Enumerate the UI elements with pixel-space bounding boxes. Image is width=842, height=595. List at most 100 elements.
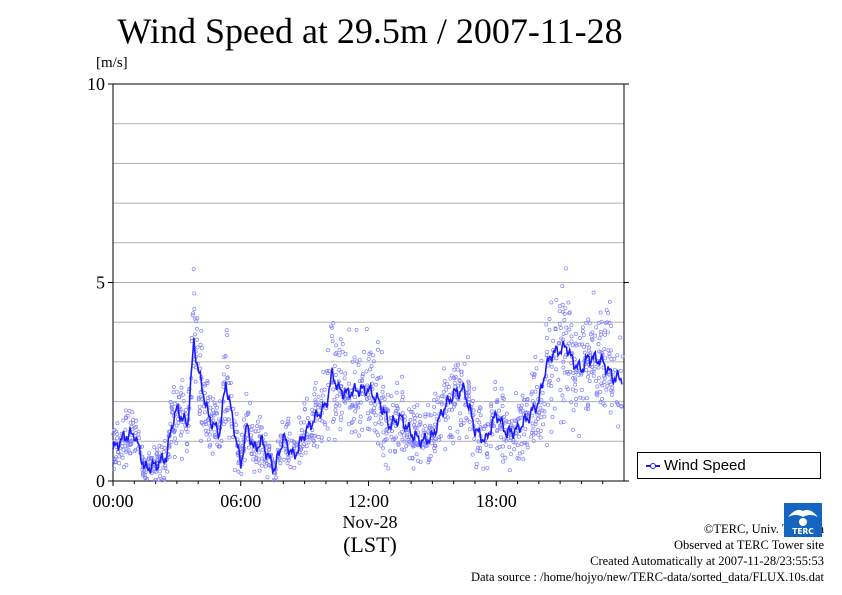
- chart-title: Wind Speed at 29.5m / 2007-11-28: [117, 11, 623, 51]
- wind-point: [458, 423, 463, 428]
- wind-point: [384, 431, 389, 436]
- wind-point: [168, 400, 173, 404]
- wind-point: [580, 325, 585, 330]
- wind-point: [350, 419, 355, 424]
- wind-point: [383, 462, 388, 467]
- wind-point: [605, 383, 610, 388]
- wind-point: [124, 448, 129, 453]
- wind-point: [418, 459, 423, 464]
- wind-point: [381, 384, 386, 389]
- wind-point: [574, 397, 579, 401]
- wind-point: [573, 376, 578, 381]
- wind-point: [402, 439, 407, 444]
- wind-point: [457, 379, 462, 383]
- wind-point: [153, 478, 158, 483]
- wind-point: [580, 329, 585, 334]
- wind-point: [585, 402, 590, 407]
- wind-point: [342, 376, 347, 381]
- wind-point: [433, 437, 438, 441]
- wind-point: [459, 369, 464, 374]
- wind-point: [536, 432, 541, 437]
- wind-point: [586, 317, 591, 322]
- wind-point: [565, 387, 570, 392]
- credits-created: Created Automatically at 2007-11-28/23:5…: [590, 554, 824, 568]
- wind-point: [181, 398, 186, 403]
- wind-point: [542, 414, 547, 419]
- wind-point: [554, 356, 559, 361]
- wind-point: [563, 305, 568, 310]
- wind-point: [442, 378, 447, 383]
- wind-point: [437, 437, 442, 442]
- wind-point: [198, 342, 203, 347]
- wind-point: [438, 434, 443, 439]
- wind-point: [545, 442, 550, 447]
- wind-point: [121, 418, 126, 423]
- wind-point: [454, 374, 458, 379]
- wind-point: [603, 356, 608, 361]
- credits: ©TERC, Univ. Tsukuba Observed at TERC To…: [471, 521, 824, 585]
- wind-point: [566, 300, 571, 305]
- wind-point: [432, 404, 437, 409]
- wind-point: [292, 440, 297, 445]
- wind-point: [192, 332, 197, 337]
- wind-point: [360, 392, 365, 396]
- wind-point: [257, 414, 262, 419]
- wind-point: [411, 466, 416, 471]
- wind-point: [206, 429, 211, 434]
- wind-point: [538, 428, 543, 433]
- wind-point: [172, 455, 177, 460]
- wind-point: [203, 428, 208, 433]
- wind-point: [608, 410, 613, 415]
- wind-point: [400, 390, 405, 395]
- wind-point: [140, 473, 145, 478]
- wind-point: [340, 349, 345, 354]
- wind-point: [213, 403, 218, 408]
- wind-point: [618, 335, 623, 340]
- wind-point: [347, 327, 352, 332]
- wind-point: [111, 431, 116, 436]
- wind-point: [394, 404, 399, 409]
- wind-point: [197, 412, 202, 416]
- wind-point: [289, 453, 294, 458]
- wind-point: [458, 418, 463, 423]
- wind-point: [412, 419, 417, 424]
- wind-point: [242, 417, 246, 422]
- y-tick-label: 10: [87, 74, 105, 94]
- wind-point: [180, 392, 185, 397]
- wind-point: [477, 449, 482, 454]
- wind-point: [117, 454, 122, 459]
- wind-point: [605, 330, 610, 335]
- wind-point: [249, 427, 254, 432]
- wind-point: [353, 395, 358, 400]
- wind-point: [375, 347, 380, 352]
- wind-point: [567, 311, 572, 316]
- wind-point: [148, 455, 153, 460]
- wind-point: [204, 421, 209, 426]
- wind-point: [180, 410, 185, 415]
- wind-point: [561, 398, 566, 403]
- wind-point: [333, 373, 338, 377]
- wind-point: [540, 390, 545, 395]
- wind-point: [129, 424, 134, 429]
- wind-point: [587, 378, 592, 383]
- wind-point: [329, 333, 334, 338]
- wind-point: [304, 396, 309, 401]
- wind-point: [447, 407, 452, 412]
- wind-point: [319, 388, 324, 393]
- wind-point: [338, 415, 343, 420]
- wind-point: [489, 404, 494, 409]
- wind-point: [123, 408, 128, 413]
- wind-point: [459, 372, 464, 377]
- wind-point: [330, 339, 335, 344]
- wind-point: [299, 433, 304, 438]
- wind-point: [221, 422, 226, 427]
- wind-point: [131, 417, 135, 422]
- wind-point: [561, 365, 566, 370]
- wind-point: [571, 408, 576, 413]
- wind-point: [199, 438, 203, 443]
- wind-point: [531, 438, 536, 443]
- x-tick-label: 06:00: [220, 491, 261, 511]
- wind-point: [485, 451, 490, 456]
- wind-point: [346, 421, 351, 426]
- wind-point: [553, 327, 558, 332]
